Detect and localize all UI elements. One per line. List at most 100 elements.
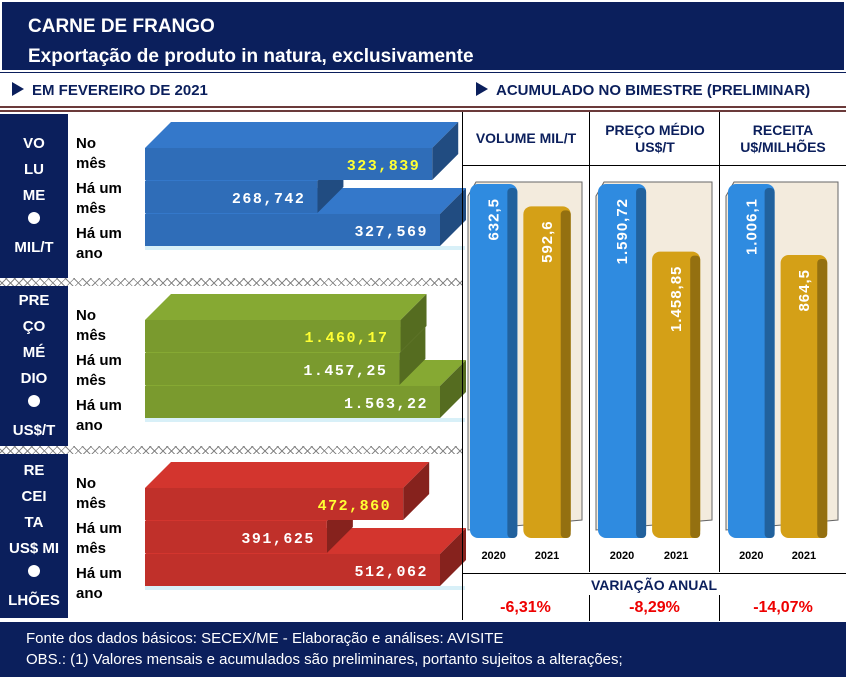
year-label: 2021 — [792, 550, 816, 562]
row-label: Há um ano — [76, 564, 122, 604]
column-2020 — [470, 184, 518, 538]
bar-top — [145, 462, 430, 488]
bullet-icon — [28, 212, 40, 224]
year-label: 2021 — [535, 550, 559, 562]
column-title: VOLUME MIL/T — [462, 112, 590, 166]
row-label-line: Há um — [76, 180, 122, 197]
bar-top — [145, 122, 459, 148]
column-chart: 1.590,72 2020 1.458,85 2021 — [595, 181, 713, 562]
bar-top — [145, 294, 427, 320]
divider — [0, 106, 846, 112]
panel-label-text: US$/T — [12, 422, 56, 439]
row-label-line: Há um — [76, 352, 122, 369]
bar-há-um-ano — [145, 214, 440, 246]
year-label: 2021 — [664, 550, 688, 562]
column-2021 — [652, 251, 701, 538]
column-side — [817, 258, 828, 538]
panel-label-text: RE — [23, 462, 45, 479]
bar-value-label: 1.563,22 — [344, 396, 428, 413]
panel-label-text: DIO — [20, 370, 48, 387]
column-title: RECEITA U$/MILHÕES — [720, 112, 846, 166]
row-label-line: Há um — [76, 520, 122, 537]
row-label-line: ano — [76, 585, 103, 602]
column-panel — [590, 112, 720, 572]
column-chart: 1.006,1 2020 864,5 2021 — [725, 181, 839, 562]
column-value-label: 1.590,72 — [614, 198, 631, 264]
bar-há-um-mês — [145, 353, 400, 385]
bar-value-label: 391,625 — [241, 531, 315, 548]
row-label-line: No — [76, 307, 96, 324]
bar-no-mês — [145, 488, 404, 520]
subtitle: Exportação de produto in natura, exclusi… — [28, 46, 474, 67]
column-2021 — [523, 206, 571, 538]
bar-value-label: 323,839 — [347, 158, 421, 175]
column-panel — [462, 112, 590, 572]
panel-label-preco: PRE ÇO MÉ DIO US$/T — [0, 286, 68, 446]
panel-label-text: LU — [24, 161, 44, 178]
bar-há-um-ano — [145, 554, 440, 586]
row-label: No mês — [76, 134, 106, 174]
bar-há-um-mês — [145, 521, 327, 553]
row-label: Há um mês — [76, 179, 122, 219]
row-label-line: mês — [76, 495, 107, 512]
row-label-line: mês — [76, 155, 107, 172]
column-value-label: 632,5 — [486, 198, 503, 241]
column-value-label: 864,5 — [796, 269, 813, 312]
panel-label-text: US$ MI — [8, 540, 59, 557]
separator — [0, 278, 462, 286]
column-side — [507, 188, 518, 538]
row-label-line: mês — [76, 372, 107, 389]
column-side — [636, 188, 647, 538]
column-value-label: 1.458,85 — [668, 266, 685, 332]
bar-value-label: 1.460,17 — [305, 330, 389, 347]
panel-label-text: ME — [22, 187, 46, 204]
row-label: Há um ano — [76, 224, 122, 264]
year-label: 2020 — [739, 550, 763, 562]
panel-label-receita: RE CEI TA US$ MI LHÕES — [0, 454, 68, 618]
row-label-line: No — [76, 475, 96, 492]
bar-no-mês — [145, 148, 433, 180]
bar-no-mês — [145, 320, 401, 352]
variacao-volume: -6,31% — [462, 595, 590, 621]
footer: Fonte dos dados básicos: SECEX/ME - Elab… — [0, 622, 846, 677]
divider — [462, 112, 463, 620]
separator — [0, 446, 462, 454]
bullet-icon — [28, 395, 40, 407]
row-label-line: ano — [76, 245, 103, 262]
column-value-label: 592,6 — [539, 220, 556, 263]
row-label-line: mês — [76, 540, 107, 557]
row-label-line: ano — [76, 417, 103, 434]
panel-label-volume: VO LU ME MIL/T — [0, 114, 68, 278]
row-label: Há um mês — [76, 519, 122, 559]
panel-label-text: VO — [23, 135, 45, 152]
triangle-icon — [476, 82, 488, 96]
left-heading: EM FEVEREIRO DE 2021 — [12, 82, 208, 99]
column-side — [560, 210, 571, 538]
bullet-icon — [28, 565, 40, 577]
row-label: No mês — [76, 474, 106, 514]
right-heading: ACUMULADO NO BIMESTRE (PRELIMINAR) — [476, 82, 810, 99]
year-label: 2020 — [610, 550, 634, 562]
bar-chart-preco: 1.563,22 1.457,25 1.460,17 — [145, 294, 466, 422]
bar-shadow — [145, 246, 465, 250]
bar-side — [403, 462, 430, 520]
bar-side — [400, 294, 427, 352]
panel-label-text: TA — [24, 514, 44, 531]
bar-chart-volume: 327,569 268,742 323,839 — [145, 122, 466, 250]
bar-side — [440, 188, 466, 246]
row-label-line: mês — [76, 327, 107, 344]
variacao-receita: -14,07% — [753, 599, 813, 616]
bar-value-label: 327,569 — [354, 224, 428, 241]
footer-source: Fonte dos dados básicos: SECEX/ME - Elab… — [26, 630, 504, 647]
row-label: Há um ano — [76, 396, 122, 436]
column-2021 — [780, 254, 828, 538]
bar-value-label: 1.457,25 — [303, 363, 387, 380]
bar-shadow — [145, 418, 465, 422]
panel-label-text: MIL/T — [14, 239, 54, 256]
bar-value-label: 472,860 — [318, 498, 392, 515]
bar-side — [432, 122, 459, 180]
header: CARNE DE FRANGO Exportação de produto in… — [0, 0, 846, 73]
row-label-line: Há um — [76, 565, 122, 582]
panel-label-text: PRE — [18, 292, 50, 309]
column-value-label: 1.006,1 — [743, 198, 760, 255]
